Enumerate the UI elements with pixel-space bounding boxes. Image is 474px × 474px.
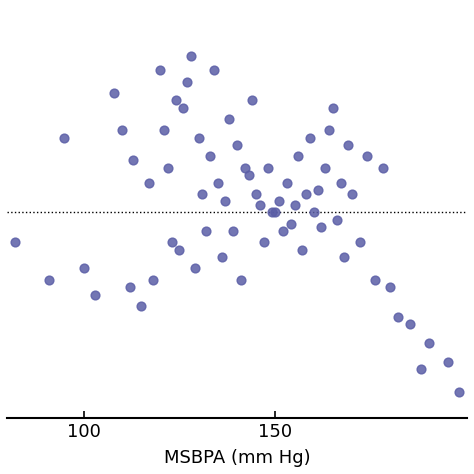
Point bbox=[337, 179, 344, 186]
Point bbox=[46, 276, 53, 283]
Point bbox=[406, 321, 413, 328]
Point bbox=[187, 52, 195, 59]
X-axis label: MSBPA (mm Hg): MSBPA (mm Hg) bbox=[164, 449, 310, 467]
Point bbox=[314, 186, 321, 194]
Point bbox=[126, 283, 134, 291]
Point bbox=[417, 365, 425, 373]
Point bbox=[248, 97, 256, 104]
Point bbox=[306, 134, 314, 141]
Point bbox=[214, 179, 222, 186]
Point bbox=[294, 153, 302, 160]
Point bbox=[283, 179, 291, 186]
Point bbox=[172, 97, 180, 104]
Point bbox=[80, 264, 87, 272]
Point bbox=[356, 238, 364, 246]
Point bbox=[287, 220, 294, 228]
Point bbox=[160, 127, 168, 134]
Point bbox=[195, 134, 202, 141]
Point bbox=[61, 134, 68, 141]
Point bbox=[371, 276, 379, 283]
Point bbox=[302, 190, 310, 198]
Point bbox=[275, 197, 283, 205]
Point bbox=[210, 67, 218, 74]
Point bbox=[425, 339, 432, 347]
Point bbox=[11, 238, 18, 246]
Point bbox=[130, 156, 137, 164]
Point bbox=[237, 276, 245, 283]
Point bbox=[272, 209, 279, 216]
Point bbox=[260, 238, 268, 246]
Point bbox=[222, 197, 229, 205]
Point bbox=[318, 224, 325, 231]
Point bbox=[168, 238, 175, 246]
Point bbox=[379, 164, 386, 172]
Point bbox=[456, 388, 463, 395]
Point bbox=[145, 179, 153, 186]
Point bbox=[444, 358, 452, 365]
Point bbox=[245, 171, 252, 179]
Point bbox=[387, 283, 394, 291]
Point bbox=[256, 201, 264, 209]
Point bbox=[218, 254, 226, 261]
Point bbox=[340, 254, 348, 261]
Point bbox=[268, 209, 275, 216]
Point bbox=[180, 104, 187, 111]
Point bbox=[394, 313, 402, 321]
Point bbox=[229, 228, 237, 235]
Point bbox=[91, 291, 99, 298]
Point bbox=[202, 228, 210, 235]
Point bbox=[156, 67, 164, 74]
Point bbox=[252, 190, 260, 198]
Point bbox=[299, 246, 306, 254]
Point bbox=[206, 153, 214, 160]
Point bbox=[291, 201, 298, 209]
Point bbox=[164, 164, 172, 172]
Point bbox=[364, 153, 371, 160]
Point bbox=[348, 190, 356, 198]
Point bbox=[325, 127, 333, 134]
Point bbox=[279, 228, 287, 235]
Point bbox=[176, 246, 183, 254]
Point bbox=[329, 104, 337, 111]
Point bbox=[191, 264, 199, 272]
Point bbox=[183, 78, 191, 85]
Point bbox=[226, 115, 233, 123]
Point bbox=[333, 216, 340, 224]
Point bbox=[118, 127, 126, 134]
Point bbox=[233, 141, 241, 149]
Point bbox=[264, 164, 272, 172]
Point bbox=[241, 164, 248, 172]
Point bbox=[149, 276, 156, 283]
Point bbox=[199, 190, 206, 198]
Point bbox=[310, 209, 318, 216]
Point bbox=[345, 141, 352, 149]
Point bbox=[137, 302, 145, 310]
Point bbox=[110, 89, 118, 97]
Point bbox=[321, 164, 329, 172]
